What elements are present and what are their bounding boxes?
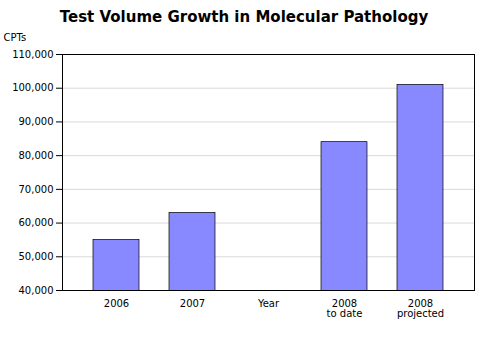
svg-text:2006: 2006 xyxy=(104,298,129,309)
svg-text:CPTs: CPTs xyxy=(4,32,27,43)
svg-text:2007: 2007 xyxy=(180,298,205,309)
svg-text:Year: Year xyxy=(257,298,280,309)
svg-text:110,000: 110,000 xyxy=(12,49,53,60)
svg-text:2008projected: 2008projected xyxy=(397,298,444,319)
svg-text:80,000: 80,000 xyxy=(19,150,54,161)
svg-text:70,000: 70,000 xyxy=(19,184,54,195)
svg-text:90,000: 90,000 xyxy=(19,116,54,127)
svg-text:50,000: 50,000 xyxy=(19,251,54,262)
html-text:Test Volume Growth in Molecula: Test Volume Growth in Molecular Patholog… xyxy=(59,8,429,26)
svg-text:40,000: 40,000 xyxy=(19,285,54,296)
svg-text:2008to date: 2008to date xyxy=(327,298,363,319)
svg-text:100,000: 100,000 xyxy=(12,82,53,93)
svg-text:60,000: 60,000 xyxy=(19,217,54,228)
